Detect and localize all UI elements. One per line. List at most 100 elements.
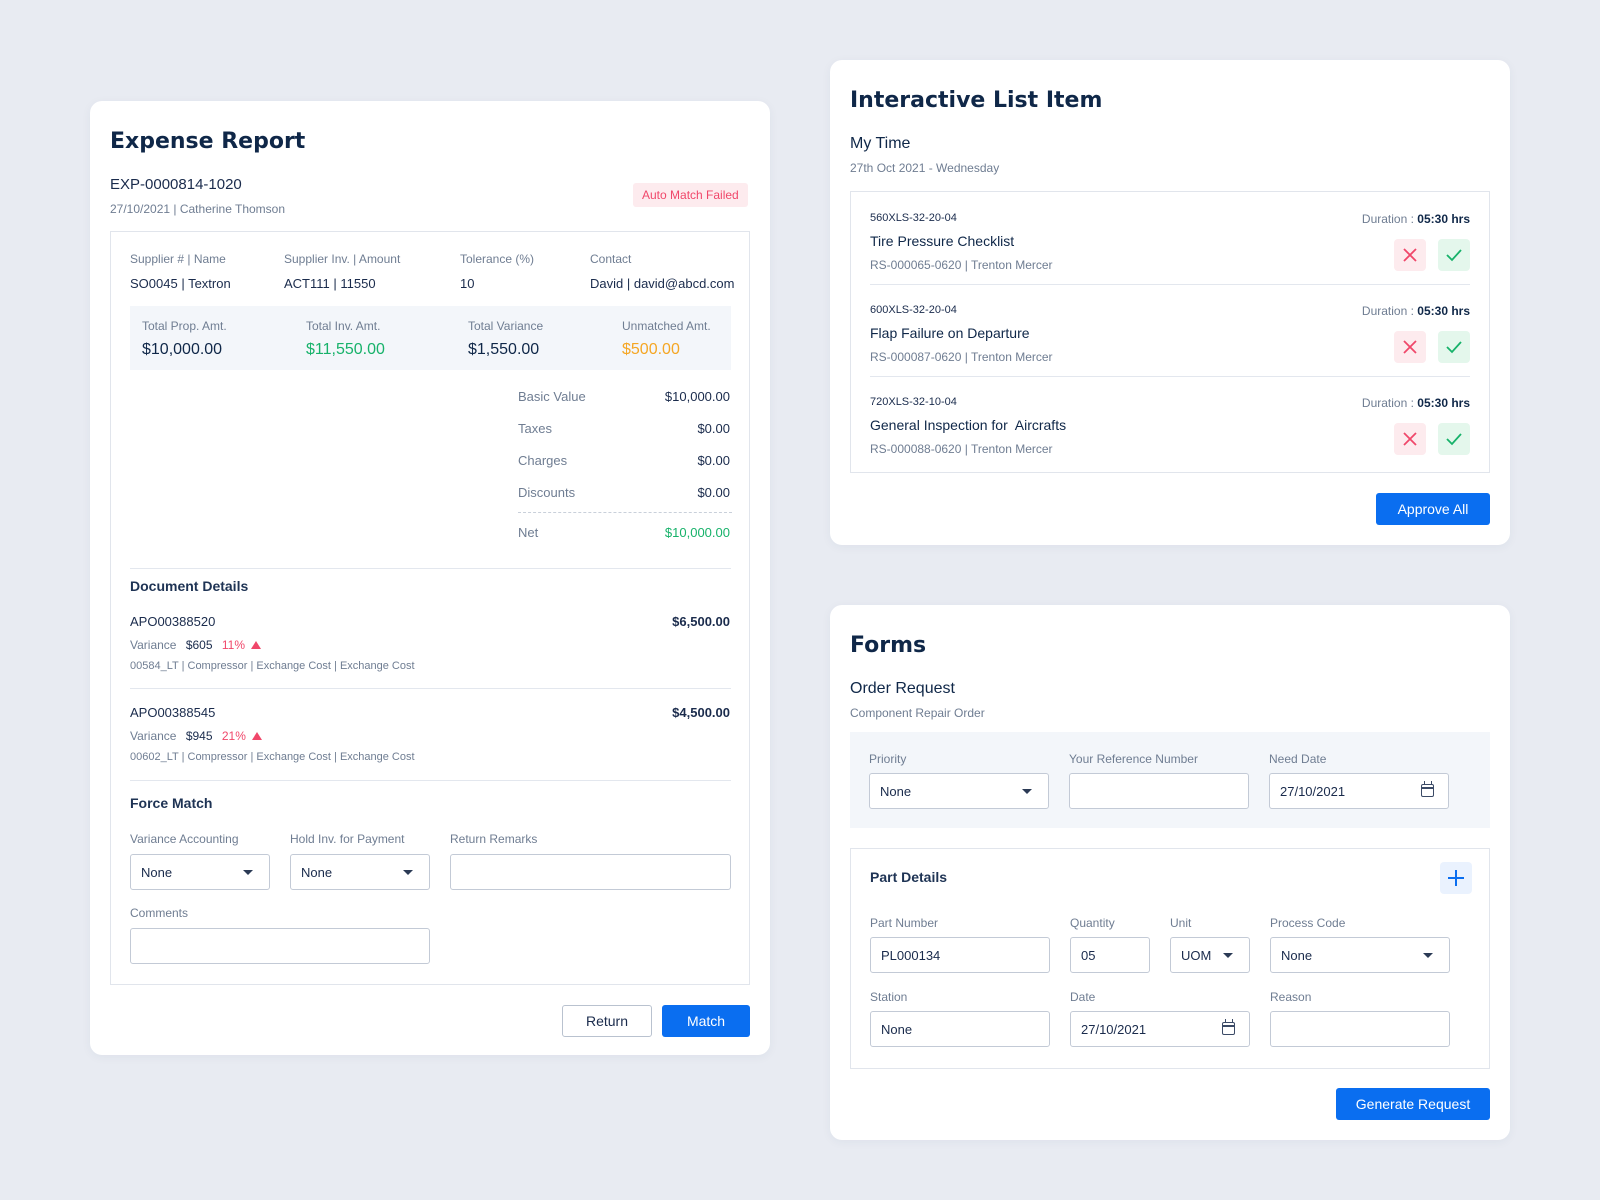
info-value-tolerance: 10 (460, 276, 475, 291)
process-code-value: None (1281, 947, 1313, 963)
close-icon (1403, 340, 1417, 354)
reference-number-input[interactable] (1069, 773, 1249, 809)
total-variance-label: Total Variance (468, 319, 544, 333)
duration-value: 05:30 hrs (1417, 212, 1470, 226)
close-icon (1403, 432, 1417, 446)
need-date-input[interactable]: 27/10/2021 (1269, 773, 1449, 809)
totals-band: Total Prop. Amt. $10,000.00 Total Inv. A… (130, 306, 731, 370)
add-part-button[interactable] (1440, 862, 1472, 894)
total-variance-value: $1,550.00 (468, 341, 540, 358)
return-button[interactable]: Return (562, 1005, 652, 1037)
order-request-caption: Component Repair Order (850, 706, 985, 720)
variance-accounting-label: Variance Accounting (130, 832, 239, 846)
info-label-contact: Contact (590, 252, 632, 266)
divider (130, 780, 731, 781)
time-list: 560XLS-32-20-04 Tire Pressure Checklist … (850, 191, 1490, 473)
priority-select[interactable]: None (869, 773, 1049, 809)
reject-button[interactable] (1394, 331, 1426, 363)
calendar-icon[interactable] (1421, 781, 1434, 797)
document-variance: Variance $945 21% (130, 729, 263, 743)
document-id: APO00388545 (130, 705, 216, 720)
item-code: 560XLS-32-20-04 (870, 212, 957, 224)
plus-icon (1448, 870, 1464, 886)
forms-title: Forms (850, 633, 927, 658)
date-value: 27/10/2021 (1081, 1021, 1147, 1037)
check-icon (1446, 433, 1462, 446)
report-id: EXP-0000814-1020 (110, 176, 242, 193)
variance-amount: $605 (185, 638, 213, 652)
duration-label: Duration : (1361, 212, 1414, 226)
basic-value-amount: $10,000.00 (664, 389, 730, 404)
net-label: Net (518, 525, 539, 540)
item-duration: Duration : 05:30 hrs (1362, 304, 1470, 318)
total-inv-value: $11,550.00 (306, 341, 385, 358)
item-ref: RS-000088-0620 | Trenton Mercer (870, 442, 1053, 456)
report-meta: 27/10/2021 | Catherine Thomson (110, 202, 286, 216)
quantity-value: 05 (1081, 947, 1096, 963)
item-name: Flap Failure on Departure (870, 325, 1030, 341)
unit-select[interactable]: UOM (1170, 937, 1250, 973)
unmatched-value: $500.00 (622, 341, 680, 358)
item-duration: Duration : 05:30 hrs (1362, 212, 1470, 226)
return-remarks-input[interactable] (450, 854, 731, 890)
quantity-input[interactable]: 05 (1070, 937, 1150, 973)
variance-percent: 21% (221, 729, 246, 743)
part-number-input[interactable]: PL000134 (870, 937, 1050, 973)
reference-number-label: Your Reference Number (1069, 752, 1198, 766)
date-input[interactable]: 27/10/2021 (1070, 1011, 1250, 1047)
generate-request-button[interactable]: Generate Request (1336, 1088, 1490, 1120)
info-value-contact: David | david@abcd.com (590, 276, 735, 291)
basic-value-label: Basic Value (518, 389, 586, 404)
document-description: 00602_LT | Compressor | Exchange Cost | … (130, 751, 415, 763)
unit-value: UOM (1181, 947, 1212, 963)
item-ref: RS-000087-0620 | Trenton Mercer (870, 350, 1053, 364)
part-number-label: Part Number (870, 916, 939, 930)
hold-payment-select[interactable]: None (290, 854, 430, 890)
discounts-amount: $0.00 (697, 485, 730, 500)
reason-input[interactable] (1270, 1011, 1450, 1047)
return-remarks-label: Return Remarks (450, 832, 538, 846)
triangle-up-icon (252, 732, 263, 740)
match-button[interactable]: Match (662, 1005, 750, 1037)
part-number-value: PL000134 (881, 947, 941, 963)
total-prop-label: Total Prop. Amt. (142, 319, 227, 333)
reject-button[interactable] (1394, 239, 1426, 271)
duration-label: Duration : (1361, 396, 1414, 410)
expense-report-title: Expense Report (110, 129, 306, 154)
document-variance: Variance $605 11% (130, 638, 262, 652)
chevron-down-icon (1223, 953, 1233, 958)
variance-percent: 11% (221, 638, 246, 652)
station-input[interactable]: None (870, 1011, 1050, 1047)
reject-button[interactable] (1394, 423, 1426, 455)
chevron-down-icon (403, 870, 413, 875)
variance-accounting-select[interactable]: None (130, 854, 270, 890)
chevron-down-icon (1423, 953, 1433, 958)
variance-accounting-value: None (141, 864, 173, 880)
total-prop-value: $10,000.00 (142, 341, 223, 358)
approve-button[interactable] (1438, 239, 1470, 271)
approve-button[interactable] (1438, 331, 1470, 363)
calendar-icon[interactable] (1222, 1019, 1235, 1035)
comments-input[interactable] (130, 928, 430, 964)
unit-label: Unit (1170, 916, 1192, 930)
item-code: 720XLS-32-10-04 (870, 396, 957, 408)
process-code-select[interactable]: None (1270, 937, 1450, 973)
force-match-title: Force Match (130, 795, 213, 811)
hold-payment-label: Hold Inv. for Payment (290, 832, 405, 846)
divider (130, 568, 731, 569)
total-inv-label: Total Inv. Amt. (306, 319, 381, 333)
check-icon (1446, 341, 1462, 354)
reason-label: Reason (1270, 990, 1312, 1004)
list-subtitle: My Time (850, 135, 911, 152)
item-duration: Duration : 05:30 hrs (1362, 396, 1470, 410)
hold-payment-value: None (301, 864, 333, 880)
list-item: 560XLS-32-20-04 Tire Pressure Checklist … (851, 192, 1489, 284)
divider (130, 688, 731, 689)
list-item: 600XLS-32-20-04 Flap Failure on Departur… (851, 284, 1489, 376)
approve-button[interactable] (1438, 423, 1470, 455)
status-badge: Auto Match Failed (633, 183, 748, 207)
divider (870, 376, 1470, 377)
process-code-label: Process Code (1270, 916, 1346, 930)
order-request-title: Order Request (850, 680, 955, 697)
approve-all-button[interactable]: Approve All (1376, 493, 1490, 525)
